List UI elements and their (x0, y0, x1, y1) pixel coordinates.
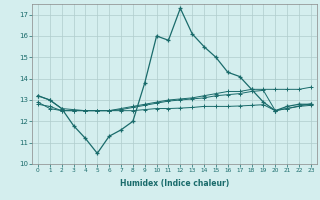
X-axis label: Humidex (Indice chaleur): Humidex (Indice chaleur) (120, 179, 229, 188)
